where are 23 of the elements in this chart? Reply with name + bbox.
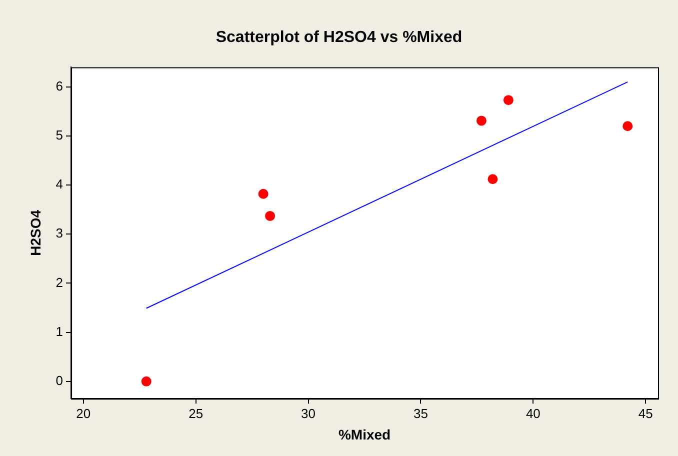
y-tick-label: 4	[56, 176, 64, 192]
point	[503, 95, 514, 106]
chart-title: Scatterplot of H2SO4 vs %Mixed	[216, 29, 462, 46]
point	[488, 174, 498, 184]
x-tick-label: 40	[526, 406, 540, 421]
x-tick-label: 30	[301, 406, 316, 421]
y-tick-label: 5	[56, 128, 64, 143]
x-tick-label: 35	[414, 406, 428, 421]
y-tick-label: 2	[56, 274, 64, 290]
y-tick-label: 3	[56, 226, 64, 241]
y-tick-label: 6	[56, 78, 64, 94]
x-axis-title: %Mixed	[338, 426, 391, 442]
point	[258, 188, 268, 199]
x-tick-label: 45	[638, 406, 653, 421]
point	[265, 210, 276, 221]
x-tick-label: 20	[76, 406, 91, 421]
y-tick-label: 1	[56, 324, 64, 339]
point	[622, 121, 633, 132]
point	[476, 116, 486, 126]
y-tick-label: 0	[56, 372, 64, 388]
y-axis-title: H2SO4	[27, 210, 44, 256]
x-tick-label: 25	[188, 406, 204, 421]
point	[141, 376, 152, 386]
